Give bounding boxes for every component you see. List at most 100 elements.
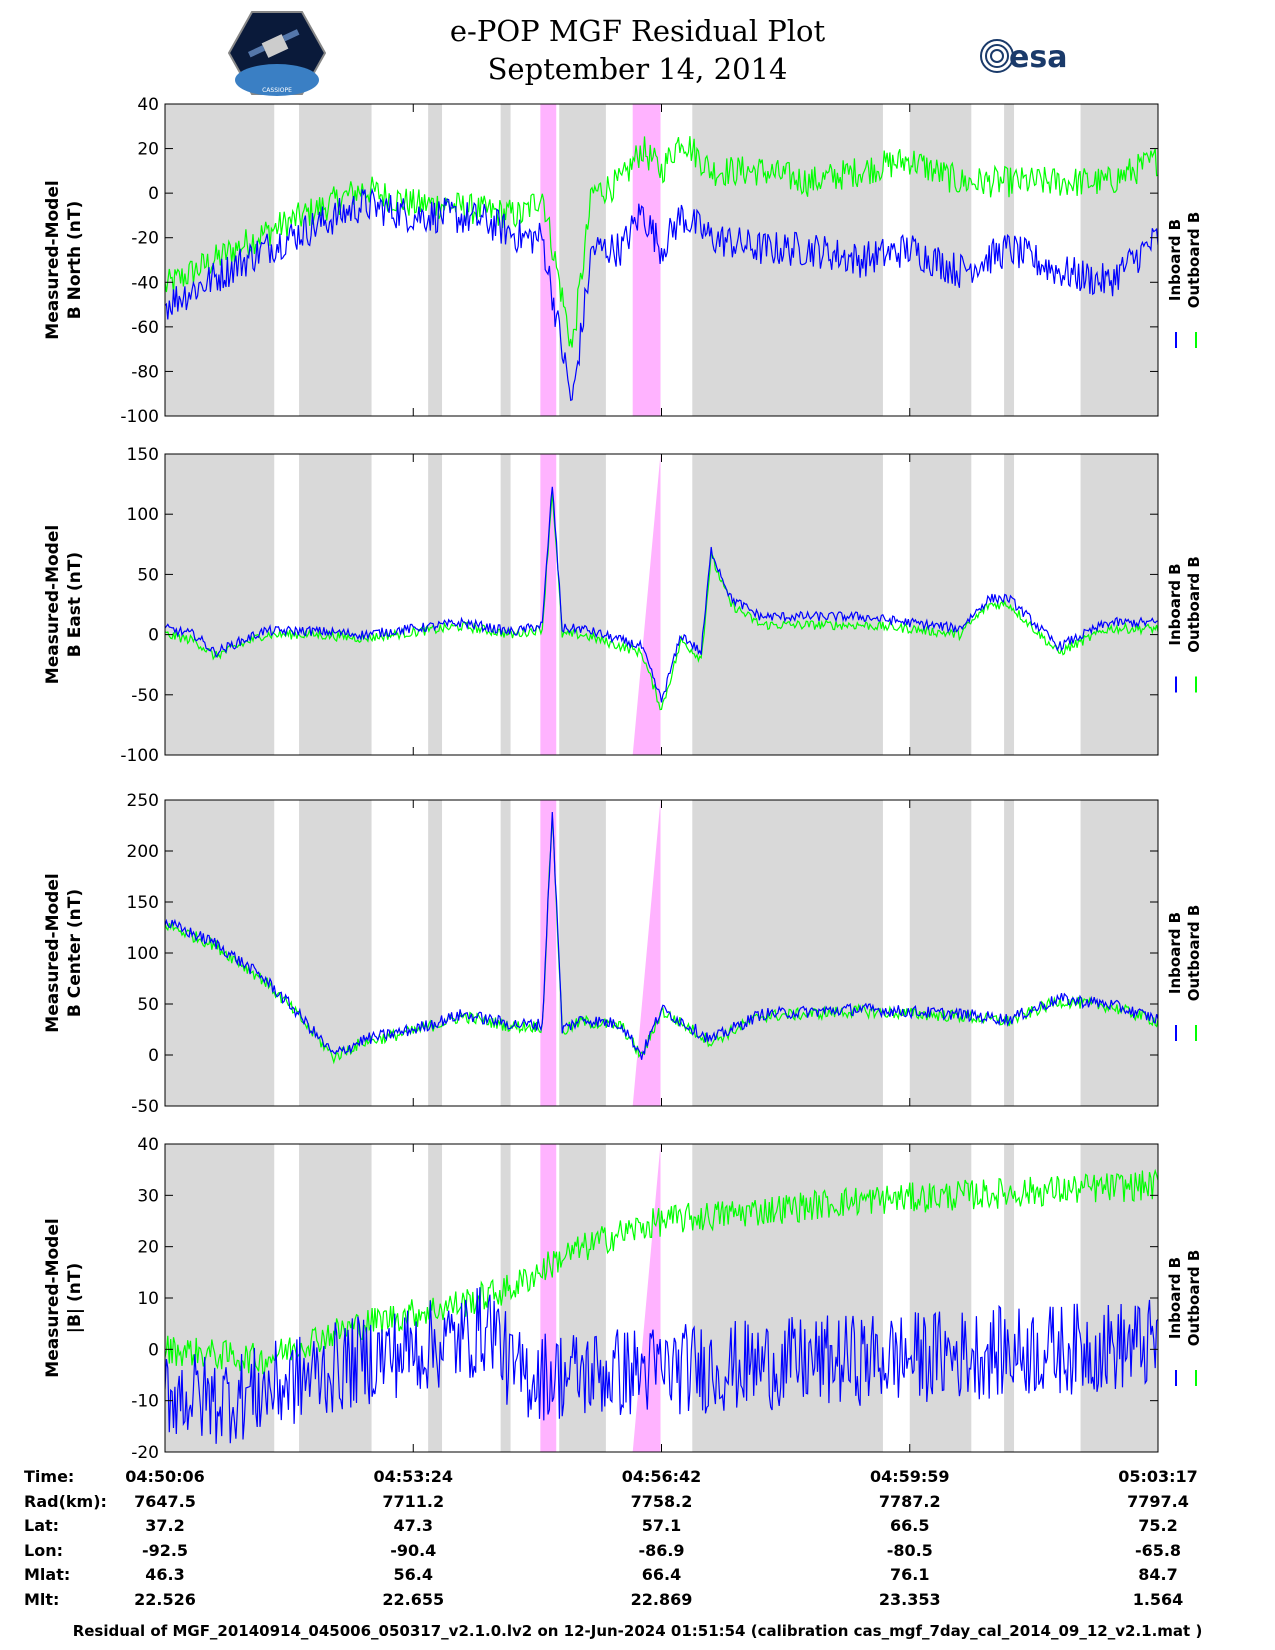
y-tick-label: 150 xyxy=(127,445,159,465)
table-cell: 05:03:17 xyxy=(1118,1467,1198,1486)
table-row-label: Rad(km): xyxy=(24,1491,107,1511)
gray-band xyxy=(165,454,275,755)
table-row-label: Time: xyxy=(24,1467,75,1486)
y-tick-label: -20 xyxy=(131,229,159,249)
plot-date: September 14, 2014 xyxy=(487,52,788,86)
gray-band xyxy=(1080,1144,1158,1452)
gray-band xyxy=(1004,104,1015,416)
gray-band xyxy=(1004,1144,1015,1452)
y-tick-label: -80 xyxy=(131,362,159,382)
y-tick-label: 100 xyxy=(127,505,159,525)
gray-band xyxy=(692,454,883,755)
table-cell: -92.5 xyxy=(141,1540,189,1560)
table-cell: 7787.2 xyxy=(878,1491,941,1511)
y-tick-label: 0 xyxy=(148,626,159,646)
y-tick-label: -50 xyxy=(131,686,159,706)
table-cell: 04:50:06 xyxy=(125,1467,205,1486)
table-cell: 57.1 xyxy=(641,1516,682,1535)
series-outboard xyxy=(165,136,1158,348)
pink-band xyxy=(540,800,557,1106)
panel-4: 40 30 20 10 0 -10 -20 Measured-Model |B| (nT) Inb… xyxy=(43,1135,1203,1463)
table-cell: -86.9 xyxy=(638,1540,685,1560)
table-cell: 75.2 xyxy=(1138,1516,1178,1535)
table-cell: 22.655 xyxy=(382,1589,445,1609)
gray-band xyxy=(559,800,606,1106)
y-tick-label: -40 xyxy=(131,273,159,293)
table-row-label: Lon: xyxy=(24,1540,63,1560)
table-cell: 46.3 xyxy=(145,1565,185,1584)
y-tick-label: 10 xyxy=(137,1289,159,1309)
y-tick-label: 0 xyxy=(148,1046,159,1066)
series-inboard xyxy=(165,187,1158,402)
y-tick-label: 250 xyxy=(127,791,159,811)
gray-band xyxy=(299,454,372,755)
gray-band xyxy=(559,454,606,755)
gray-band xyxy=(299,1144,372,1452)
pink-band xyxy=(632,454,661,755)
gray-band xyxy=(500,104,511,416)
table-row-label: Lat: xyxy=(24,1516,60,1535)
gray-band xyxy=(428,104,443,416)
gray-band xyxy=(692,104,883,416)
series-inboard xyxy=(165,811,1158,1060)
panel-2: 150 100 50 0 -50 -100 Measured-Model B East (nT… xyxy=(43,445,1203,766)
legend: Inboard BOutboard B xyxy=(1166,556,1203,653)
table-cell: 04:53:24 xyxy=(373,1467,454,1486)
y-tick-label: 200 xyxy=(127,842,159,862)
gray-band xyxy=(1080,800,1158,1106)
esa-logo-text: esa xyxy=(1009,40,1067,75)
table-cell: 22.526 xyxy=(134,1589,196,1609)
gray-band xyxy=(500,1144,511,1452)
cassiope-logo-text: CASSIOPE xyxy=(262,87,292,94)
y-tick-label: 20 xyxy=(137,140,159,160)
panel-3: 250 200 150 100 50 0 -50 Measured-Model B Center… xyxy=(43,791,1203,1117)
series-outboard xyxy=(165,1168,1158,1376)
y-axis-label: Measured-Model B East (nT) xyxy=(43,525,85,684)
pink-band xyxy=(632,800,661,1106)
footer-caption: Residual of MGF_20140914_045006_050317_v… xyxy=(72,1622,1203,1640)
table-cell: 76.1 xyxy=(890,1565,930,1584)
gray-band xyxy=(500,454,511,755)
y-tick-label: 40 xyxy=(137,95,159,115)
legend: Inboard BOutboard B xyxy=(1166,1250,1203,1347)
plot-title: e-POP MGF Residual Plot xyxy=(449,14,826,48)
y-tick-label: -50 xyxy=(131,1097,159,1117)
gray-band xyxy=(299,800,372,1106)
gray-band xyxy=(559,104,606,416)
gray-band xyxy=(692,800,883,1106)
y-tick-label: 100 xyxy=(127,944,159,964)
table-cell: 7758.2 xyxy=(630,1491,693,1511)
table-cell: 47.3 xyxy=(393,1516,433,1535)
table-cell: 04:59:59 xyxy=(869,1467,950,1486)
gray-band xyxy=(500,800,511,1106)
y-tick-label: -20 xyxy=(131,1443,159,1463)
gray-band xyxy=(299,104,372,416)
gray-band xyxy=(559,1144,606,1452)
gray-band xyxy=(1080,454,1158,755)
table-cell: 23.353 xyxy=(878,1589,941,1609)
y-tick-label: 50 xyxy=(137,995,159,1015)
gray-band xyxy=(428,1144,443,1452)
legend: Inboard BOutboard B xyxy=(1166,212,1203,309)
y-axis-label: Measured-Model B North (nT) xyxy=(43,180,85,339)
table-cell: 04:56:42 xyxy=(621,1467,702,1486)
series-inboard xyxy=(165,486,1158,703)
gray-band xyxy=(1004,800,1015,1106)
table-cell: 84.7 xyxy=(1138,1565,1178,1584)
legend: Inboard BOutboard B xyxy=(1166,905,1203,1002)
y-tick-label: -10 xyxy=(131,1392,159,1412)
table-cell: 7711.2 xyxy=(382,1491,445,1511)
pink-band xyxy=(540,104,557,416)
panel-1: 40 20 0 -20 -40 -60 -80 -100 Measured-Model B Nor… xyxy=(43,95,1203,427)
y-tick-label: 30 xyxy=(137,1186,159,1206)
y-tick-label: 0 xyxy=(148,184,159,204)
series-inboard xyxy=(165,1287,1158,1444)
pink-band xyxy=(632,1144,661,1452)
table-cell: -65.8 xyxy=(1134,1540,1182,1560)
gray-band xyxy=(428,800,443,1106)
y-axis-label: Measured-Model B Center (nT) xyxy=(43,873,85,1032)
y-tick-label: 20 xyxy=(137,1238,159,1258)
table-cell: 7647.5 xyxy=(134,1491,196,1511)
y-tick-label: 40 xyxy=(137,1135,159,1155)
